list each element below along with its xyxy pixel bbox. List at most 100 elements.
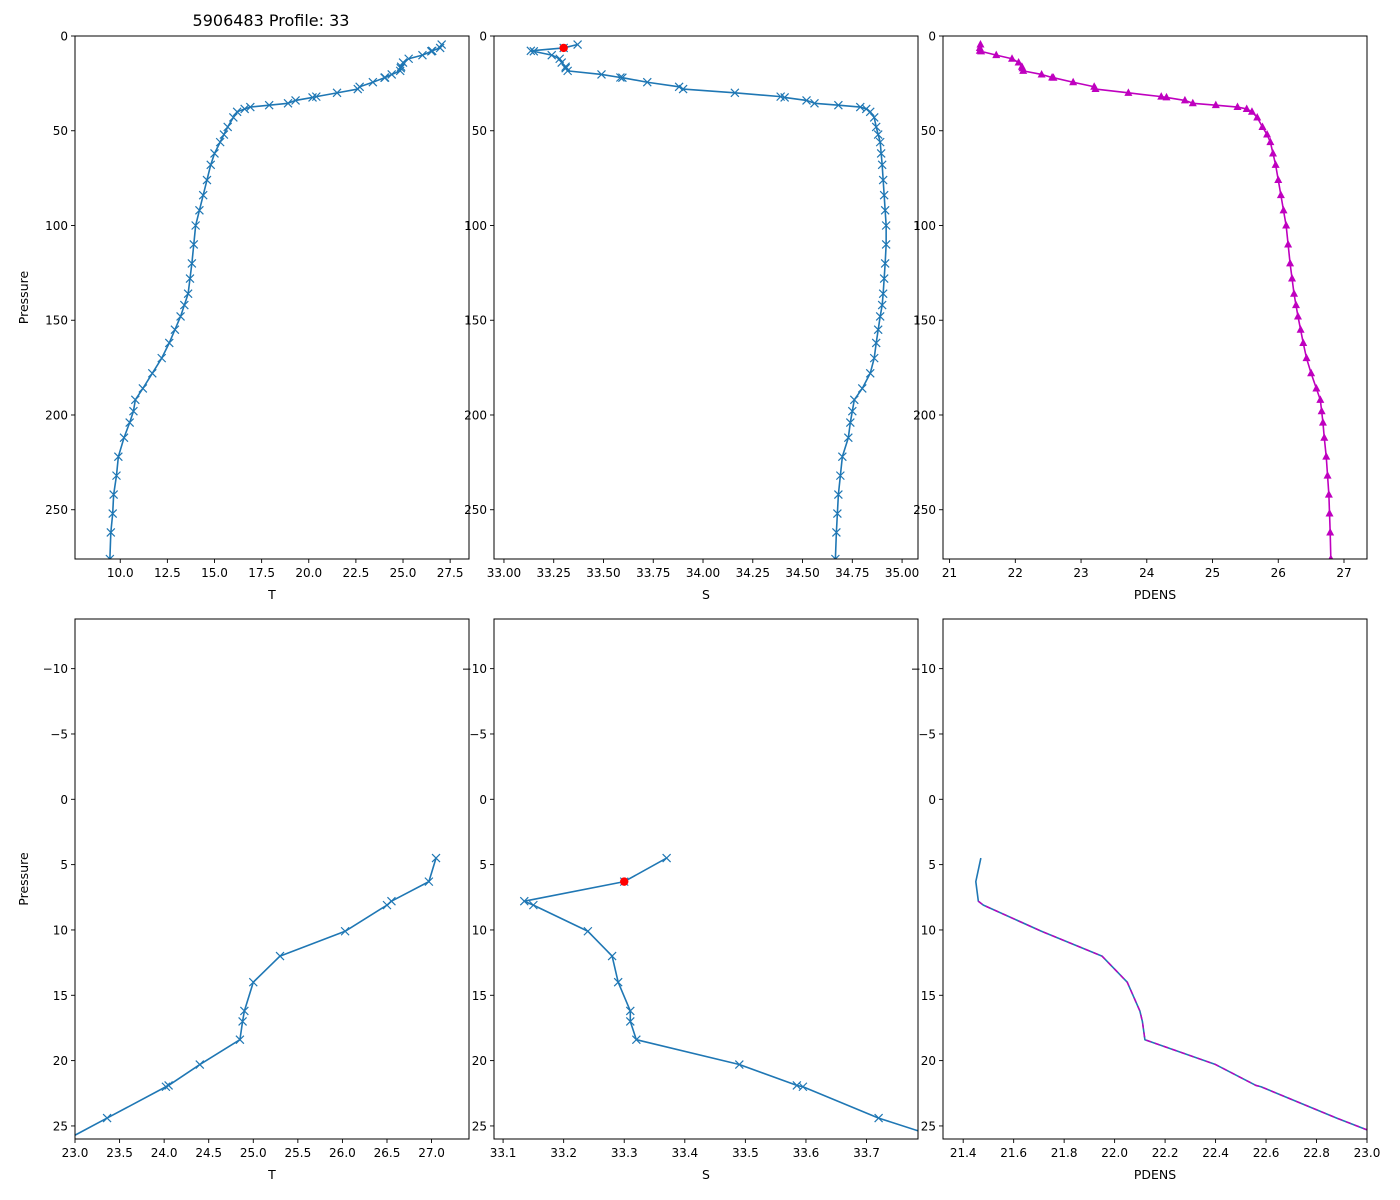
x-axis-label: T <box>267 1167 276 1182</box>
data-point <box>1320 433 1329 441</box>
data-point <box>1302 353 1311 362</box>
data-point <box>147 368 157 378</box>
data-point <box>1276 190 1285 199</box>
data-point <box>1266 137 1275 146</box>
data-point <box>238 1016 248 1026</box>
data-point <box>871 338 881 348</box>
data-point <box>102 1113 112 1123</box>
y-tick-label: 5 <box>60 858 68 872</box>
x-tick-label: 22.0 <box>1101 1146 1128 1160</box>
x-tick-label: 22.4 <box>1202 1146 1229 1160</box>
data-point <box>583 926 593 936</box>
data-point <box>228 113 238 122</box>
data-point <box>730 88 740 98</box>
data-point <box>1069 77 1078 86</box>
data-point <box>865 368 875 378</box>
y-tick-label: 50 <box>53 124 68 138</box>
y-tick-label: 150 <box>464 314 487 328</box>
data-point <box>1326 527 1335 536</box>
y-tick-label: 0 <box>479 30 487 44</box>
data-point <box>1124 88 1133 96</box>
x-axis-label: T <box>267 587 276 602</box>
data-point <box>563 66 573 76</box>
data-point <box>519 896 529 906</box>
data-point <box>1317 406 1326 415</box>
data-point <box>547 50 557 60</box>
x-tick-label: 25.0 <box>390 566 417 580</box>
data-point <box>1279 205 1288 214</box>
data-point <box>105 554 115 559</box>
data-point <box>109 490 119 499</box>
y-tick-label: 0 <box>60 30 68 44</box>
plot-area <box>975 40 1335 559</box>
x-tick-label: 17.5 <box>248 566 275 580</box>
data-point <box>138 384 148 393</box>
data-point <box>573 40 583 49</box>
data-point <box>176 312 185 321</box>
data-point <box>678 84 688 94</box>
x-tick-label: 22.6 <box>1253 1146 1280 1160</box>
data-point <box>832 509 842 518</box>
data-point <box>1286 258 1295 267</box>
data-point <box>831 528 841 537</box>
y-tick-label: −10 <box>462 662 487 676</box>
x-tick-label: 21 <box>942 566 957 580</box>
data-point <box>526 46 536 56</box>
data-point <box>179 300 189 310</box>
data-point <box>1188 98 1197 107</box>
axes-frame <box>493 35 919 560</box>
y-tick-label: 10 <box>921 923 936 937</box>
data-point <box>1307 368 1316 377</box>
data-point <box>1268 148 1277 157</box>
x-tick-label: 25 <box>1205 566 1220 580</box>
x-tick-label: 22.8 <box>1303 1146 1330 1160</box>
x-tick-label: 33.1 <box>490 1146 517 1160</box>
data-point <box>879 274 889 283</box>
data-point <box>1247 107 1256 115</box>
data-point <box>977 46 986 55</box>
data-point <box>625 1016 635 1026</box>
data-point <box>418 50 427 60</box>
data-point <box>1019 66 1028 74</box>
y-tick-label: 150 <box>45 314 68 328</box>
y-tick-label: −5 <box>918 727 936 741</box>
data-point <box>380 73 389 83</box>
data-point <box>869 113 879 122</box>
x-tick-label: 34.00 <box>686 566 720 580</box>
x-tick-label: 26 <box>1271 566 1286 580</box>
y-tick-label: 150 <box>913 314 936 328</box>
data-point <box>613 977 623 987</box>
x-axis-label: PDENS <box>1134 1167 1176 1182</box>
data-point <box>1157 92 1166 100</box>
y-axis-label: Pressure <box>16 852 31 906</box>
y-tick-label: 25 <box>921 1119 936 1133</box>
data-point <box>662 853 672 863</box>
y-tick-label: 5 <box>479 858 487 872</box>
subplot-bottom-temperature: 23.0 23.5 24.0 24.5 25.0 25.5 26.0 26.5 27.0 −10 −… <box>16 618 470 1182</box>
y-tick-label: 50 <box>921 124 936 138</box>
data-point <box>210 149 219 158</box>
data-point <box>194 205 204 215</box>
data-point <box>1008 54 1017 62</box>
data-point <box>674 82 684 92</box>
data-point <box>1325 509 1334 517</box>
y-tick-label: 10 <box>53 923 68 937</box>
data-point <box>353 84 363 94</box>
axes-frame <box>74 35 470 560</box>
data-point <box>847 406 857 416</box>
data-point <box>992 50 1001 59</box>
data-point <box>1316 395 1325 403</box>
plot-area <box>75 853 441 1137</box>
data-point <box>1290 289 1299 297</box>
data-point <box>1324 490 1333 498</box>
data-point <box>833 100 843 110</box>
y-tick-label: 200 <box>913 408 936 422</box>
x-tick-label: 25.0 <box>240 1146 267 1160</box>
x-tick-label: 33.5 <box>732 1146 759 1160</box>
y-tick-label: 250 <box>464 503 487 517</box>
data-point <box>404 54 414 64</box>
x-tick-label: 15.0 <box>201 566 228 580</box>
y-tick-label: 20 <box>921 1054 936 1068</box>
y-tick-label: 200 <box>45 408 68 422</box>
data-point <box>198 190 208 200</box>
